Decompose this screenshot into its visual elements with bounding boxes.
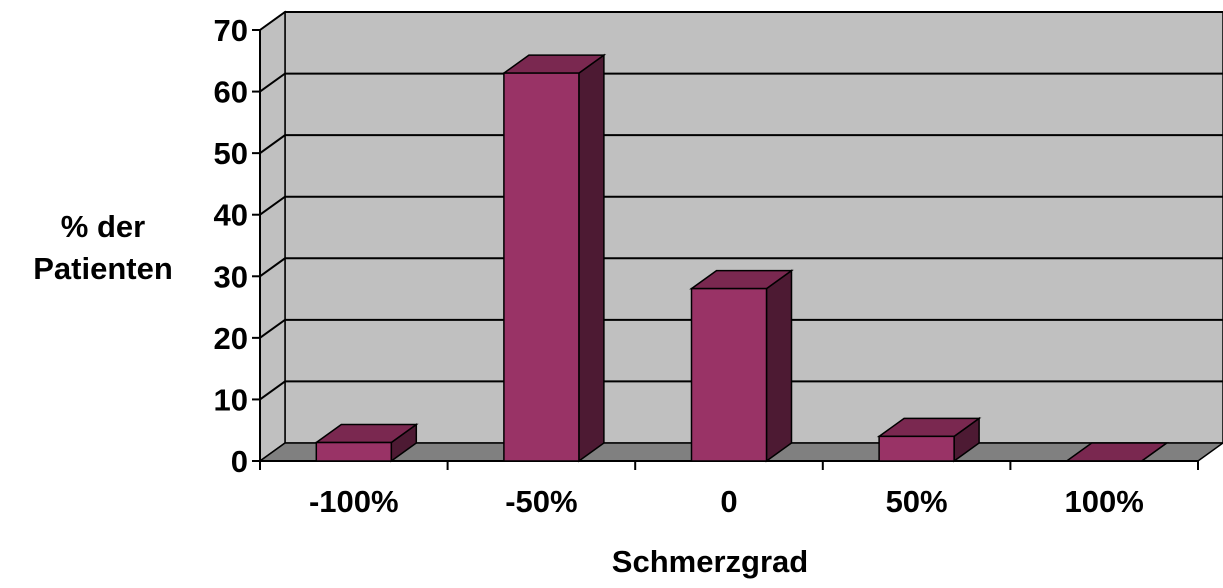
y-tick-label: 20 [214, 321, 248, 356]
bar-front [690, 287, 768, 462]
x-tick-label: -100% [309, 484, 399, 519]
bar-side [765, 269, 793, 463]
y-axis-title-line-1: % der [60, 209, 146, 244]
y-tick-label: 70 [214, 13, 248, 48]
y-tick-label: 30 [214, 259, 248, 294]
gridlines [259, 11, 1223, 401]
y-tick-label: 40 [214, 198, 248, 233]
bar-side [578, 53, 605, 463]
bar [689, 269, 794, 463]
bar [313, 423, 419, 463]
bars [313, 53, 1170, 463]
x-tick-label: 100% [1065, 484, 1144, 519]
bar-front [315, 441, 393, 462]
gridline [259, 72, 1223, 93]
y-tick-label: 0 [231, 444, 248, 479]
y-tick-label: 10 [214, 382, 248, 417]
y-axis-title-line-2: Patienten [33, 251, 173, 286]
gridline [259, 134, 1223, 154]
bar [1064, 442, 1170, 462]
x-tick-labels: -100% -50% 0 50% 100% [309, 484, 1144, 519]
y-tick-labels: 0 10 20 30 40 50 60 70 [214, 13, 248, 479]
bar [876, 416, 982, 463]
gridline [259, 257, 1223, 278]
gridline [259, 195, 1223, 216]
bar-front [878, 435, 955, 462]
gridline [259, 11, 1223, 31]
y-axis-title: % der Patienten [8, 206, 198, 290]
bar-front [503, 72, 580, 462]
gridline [259, 318, 1223, 339]
gridline [259, 380, 1223, 401]
x-tick-label: -50% [505, 484, 577, 519]
bar [501, 53, 607, 463]
y-tick-label: 50 [214, 136, 248, 171]
y-tick-label: 60 [214, 75, 248, 110]
x-tick-label: 50% [886, 484, 948, 519]
x-tick-label: 0 [720, 484, 737, 519]
x-axis-title: Schmerzgrad [611, 544, 809, 579]
side-wall [259, 10, 286, 463]
